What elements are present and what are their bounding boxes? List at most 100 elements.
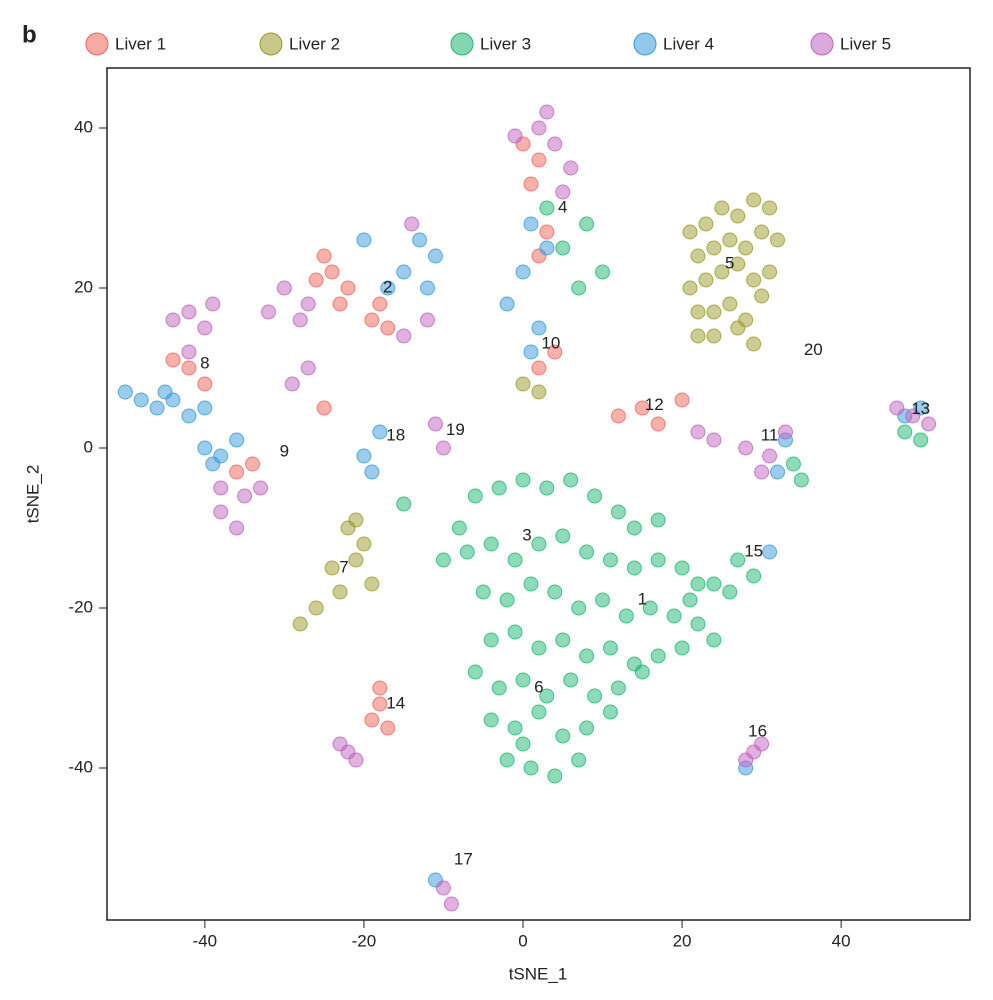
point	[332, 736, 348, 752]
point	[364, 464, 380, 480]
point	[674, 640, 690, 656]
point	[587, 488, 603, 504]
cluster-label: 10	[541, 333, 560, 352]
point	[682, 592, 698, 608]
point	[523, 576, 539, 592]
point	[618, 608, 634, 624]
point	[722, 296, 738, 312]
point	[539, 688, 555, 704]
point	[762, 264, 778, 280]
point	[292, 616, 308, 632]
point	[905, 408, 921, 424]
point	[730, 208, 746, 224]
point	[499, 296, 515, 312]
legend-label: Liver 5	[840, 34, 891, 53]
cluster-label: 1	[638, 589, 647, 608]
legend-swatch	[810, 32, 834, 56]
point	[507, 624, 523, 640]
legend-label: Liver 1	[115, 34, 166, 53]
point	[157, 384, 173, 400]
point	[380, 720, 396, 736]
point	[165, 312, 181, 328]
cluster-label: 3	[522, 525, 531, 544]
point	[531, 320, 547, 336]
point	[555, 728, 571, 744]
point	[602, 552, 618, 568]
cluster-label: 20	[804, 340, 823, 359]
point	[531, 640, 547, 656]
point	[491, 680, 507, 696]
point	[714, 264, 730, 280]
point	[770, 232, 786, 248]
point	[181, 360, 197, 376]
point	[921, 416, 937, 432]
point	[356, 536, 372, 552]
cluster-label: 6	[534, 677, 543, 696]
point	[531, 704, 547, 720]
cluster-label: 4	[558, 197, 567, 216]
point	[547, 584, 563, 600]
point	[555, 240, 571, 256]
cluster-label: 8	[200, 353, 209, 372]
point	[634, 664, 650, 680]
point	[547, 344, 563, 360]
point	[531, 536, 547, 552]
point	[889, 400, 905, 416]
cluster-label: 2	[383, 277, 392, 296]
point	[674, 392, 690, 408]
cluster-label: 17	[454, 849, 473, 868]
point	[372, 696, 388, 712]
point	[348, 552, 364, 568]
cluster-label: 12	[645, 395, 664, 414]
point	[698, 272, 714, 288]
point	[531, 360, 547, 376]
y-tick-label: -20	[68, 597, 93, 616]
point	[324, 264, 340, 280]
legend-swatch	[85, 32, 109, 56]
point	[571, 280, 587, 296]
point	[205, 456, 221, 472]
point	[579, 648, 595, 664]
point	[571, 600, 587, 616]
point	[602, 704, 618, 720]
point	[626, 560, 642, 576]
point	[523, 216, 539, 232]
point	[380, 320, 396, 336]
point	[610, 504, 626, 520]
point	[754, 464, 770, 480]
point	[515, 672, 531, 688]
point	[754, 736, 770, 752]
x-tick-label: 20	[673, 931, 692, 950]
point	[746, 336, 762, 352]
point	[642, 600, 658, 616]
point	[197, 440, 213, 456]
point	[547, 768, 563, 784]
point	[706, 432, 722, 448]
point	[706, 328, 722, 344]
point	[531, 120, 547, 136]
point	[483, 632, 499, 648]
point	[229, 520, 245, 536]
point	[706, 576, 722, 592]
point	[610, 408, 626, 424]
point	[499, 752, 515, 768]
point	[427, 248, 443, 264]
point	[682, 280, 698, 296]
cluster-label: 7	[339, 557, 348, 576]
point	[253, 480, 269, 496]
point	[396, 496, 412, 512]
point	[897, 424, 913, 440]
point	[133, 392, 149, 408]
point	[515, 472, 531, 488]
point	[515, 264, 531, 280]
point	[650, 416, 666, 432]
point	[785, 456, 801, 472]
x-tick-label: 40	[832, 931, 851, 950]
point	[467, 488, 483, 504]
cluster-label: 14	[386, 693, 405, 712]
point	[213, 504, 229, 520]
x-tick-label: 0	[518, 931, 527, 950]
point	[523, 760, 539, 776]
point	[467, 664, 483, 680]
